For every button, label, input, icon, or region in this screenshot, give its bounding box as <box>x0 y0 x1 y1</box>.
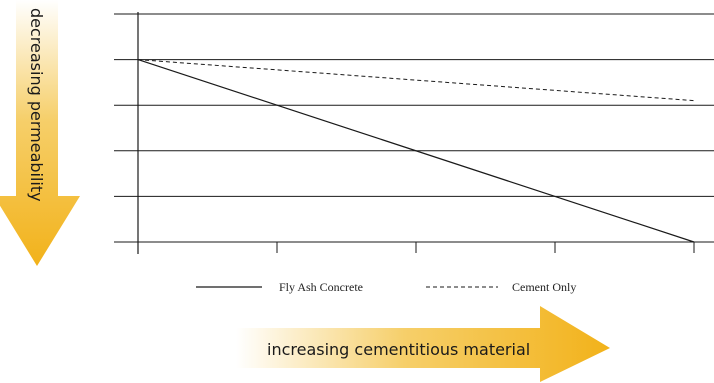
gridlines <box>114 13 714 243</box>
x-direction-arrow: increasing cementitious material <box>236 306 610 382</box>
x-axis-label: increasing cementitious material <box>267 340 530 359</box>
down-arrow-icon <box>0 0 80 266</box>
series-lines <box>137 59 695 243</box>
legend-label-fly-ash: Fly Ash Concrete <box>279 280 363 294</box>
y-direction-arrow: decreasing permeability <box>0 0 80 266</box>
right-arrow-icon <box>236 306 610 382</box>
y-axis-label: decreasing permeability <box>27 8 46 202</box>
series-line-0 <box>137 59 695 243</box>
series-line-1 <box>137 59 695 102</box>
legend-label-cement-only: Cement Only <box>512 280 576 294</box>
legend: Fly Ash Concrete Cement Only <box>196 280 576 294</box>
axes <box>137 12 695 254</box>
